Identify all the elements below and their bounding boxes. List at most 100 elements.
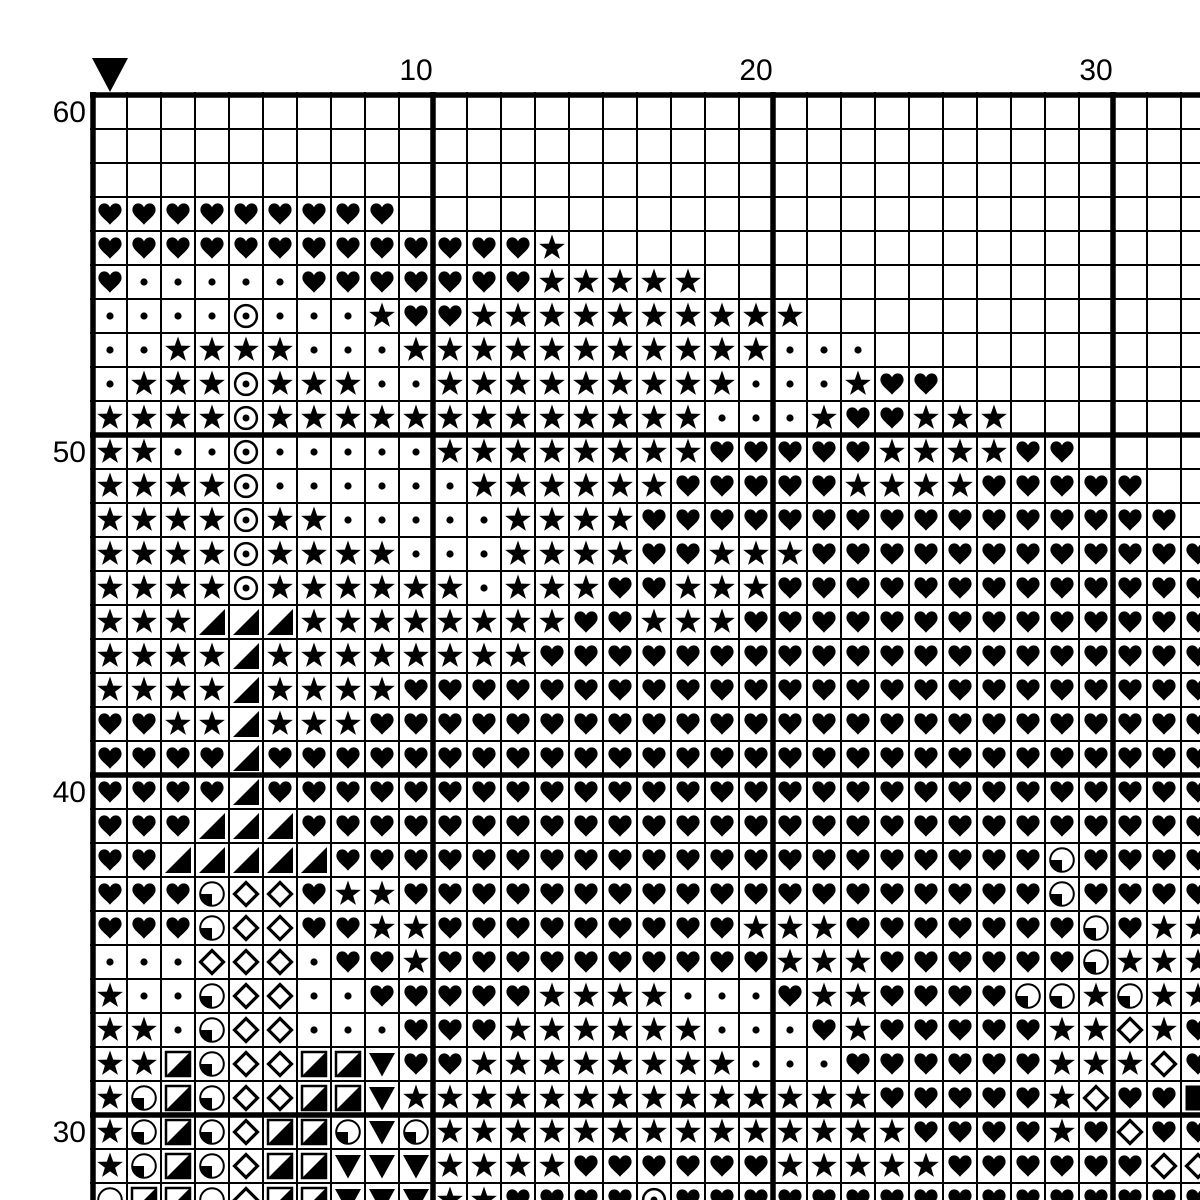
- heart-symbol: [574, 679, 598, 701]
- circle-quarter-lower-left-symbol: [131, 1085, 157, 1111]
- heart-symbol: [1016, 645, 1040, 667]
- heart-symbol: [574, 611, 598, 633]
- star-symbol: [777, 914, 803, 939]
- heart-symbol: [506, 271, 530, 293]
- heart-symbol: [438, 951, 462, 973]
- dot-symbol: [140, 958, 148, 966]
- star-symbol: [1117, 1050, 1143, 1075]
- dot-symbol: [820, 1060, 828, 1068]
- heart-symbol: [846, 781, 870, 803]
- heart-symbol: [1186, 1189, 1200, 1200]
- circle-quarter-lower-left-symbol: [1117, 983, 1143, 1009]
- heart-symbol: [880, 815, 904, 837]
- star-symbol: [505, 1152, 531, 1177]
- star-symbol: [369, 404, 395, 429]
- star-symbol: [641, 472, 667, 497]
- heart-symbol: [98, 781, 122, 803]
- dot-symbol: [344, 992, 352, 1000]
- heart-symbol: [404, 237, 428, 259]
- heart-symbol: [608, 1155, 632, 1177]
- heart-symbol: [574, 917, 598, 939]
- heart-symbol: [846, 747, 870, 769]
- star-symbol: [743, 574, 769, 599]
- heart-symbol: [166, 747, 190, 769]
- heart-symbol: [302, 883, 326, 905]
- heart-symbol: [472, 781, 496, 803]
- star-symbol: [369, 608, 395, 633]
- heart-symbol: [166, 815, 190, 837]
- heart-symbol: [370, 985, 394, 1007]
- diamond-outline-symbol: [232, 1084, 260, 1112]
- heart-symbol: [846, 577, 870, 599]
- dot-symbol: [106, 346, 114, 354]
- star-symbol: [335, 710, 361, 735]
- heart-symbol: [744, 883, 768, 905]
- heart-symbol: [642, 951, 666, 973]
- heart-symbol: [642, 781, 666, 803]
- dot-symbol: [140, 992, 148, 1000]
- star-symbol: [743, 302, 769, 327]
- heart-symbol: [914, 951, 938, 973]
- heart-symbol: [914, 1019, 938, 1041]
- dot-symbol: [174, 448, 182, 456]
- heart-symbol: [1152, 577, 1176, 599]
- star-symbol: [539, 268, 565, 293]
- square-half-lower-right-symbol: [300, 1186, 328, 1200]
- heart-symbol: [472, 815, 496, 837]
- heart-symbol: [744, 611, 768, 633]
- heart-symbol: [574, 883, 598, 905]
- star-symbol: [97, 1084, 123, 1109]
- dot-symbol: [276, 482, 284, 490]
- heart-symbol: [710, 679, 734, 701]
- star-symbol: [879, 438, 905, 463]
- diamond-outline-symbol: [1116, 1118, 1144, 1146]
- heart-symbol: [438, 883, 462, 905]
- heart-symbol: [812, 849, 836, 871]
- heart-symbol: [880, 543, 904, 565]
- heart-symbol: [336, 849, 360, 871]
- star-symbol: [199, 506, 225, 531]
- heart-symbol: [574, 951, 598, 973]
- dot-symbol: [412, 380, 420, 388]
- heart-symbol: [200, 781, 224, 803]
- heart-symbol: [574, 713, 598, 735]
- heart-symbol: [1152, 679, 1176, 701]
- dot-symbol: [446, 550, 454, 558]
- heart-symbol: [166, 203, 190, 225]
- heart-symbol: [438, 713, 462, 735]
- heart-symbol: [1186, 577, 1200, 599]
- heart-symbol: [1016, 679, 1040, 701]
- circle-quarter-lower-left-symbol: [97, 1187, 123, 1200]
- circle-quarter-lower-left-symbol: [199, 1187, 225, 1200]
- star-symbol: [403, 948, 429, 973]
- heart-symbol: [982, 747, 1006, 769]
- star-symbol: [267, 540, 293, 565]
- heart-symbol: [880, 781, 904, 803]
- heart-symbol: [812, 713, 836, 735]
- heart-symbol: [98, 747, 122, 769]
- heart-symbol: [948, 611, 972, 633]
- heart-symbol: [608, 679, 632, 701]
- heart-symbol: [1016, 1019, 1040, 1041]
- heart-symbol: [744, 951, 768, 973]
- star-symbol: [675, 1016, 701, 1041]
- star-symbol: [1117, 948, 1143, 973]
- heart-symbol: [914, 645, 938, 667]
- heart-symbol: [404, 1053, 428, 1075]
- heart-symbol: [1084, 611, 1108, 633]
- heart-symbol: [1050, 611, 1074, 633]
- heart-symbol: [880, 1053, 904, 1075]
- star-symbol: [573, 1016, 599, 1041]
- grid-lines-thick: [90, 92, 1200, 1200]
- heart-symbol: [1016, 951, 1040, 973]
- heart-symbol: [1118, 713, 1142, 735]
- heart-symbol: [506, 781, 530, 803]
- star-symbol: [437, 1084, 463, 1109]
- star-symbol: [947, 404, 973, 429]
- heart-symbol: [846, 407, 870, 429]
- heart-symbol: [914, 985, 938, 1007]
- heart-symbol: [846, 815, 870, 837]
- dot-symbol: [174, 1026, 182, 1034]
- grid-lines-thin: [90, 92, 1200, 1200]
- heart-symbol: [540, 1189, 564, 1200]
